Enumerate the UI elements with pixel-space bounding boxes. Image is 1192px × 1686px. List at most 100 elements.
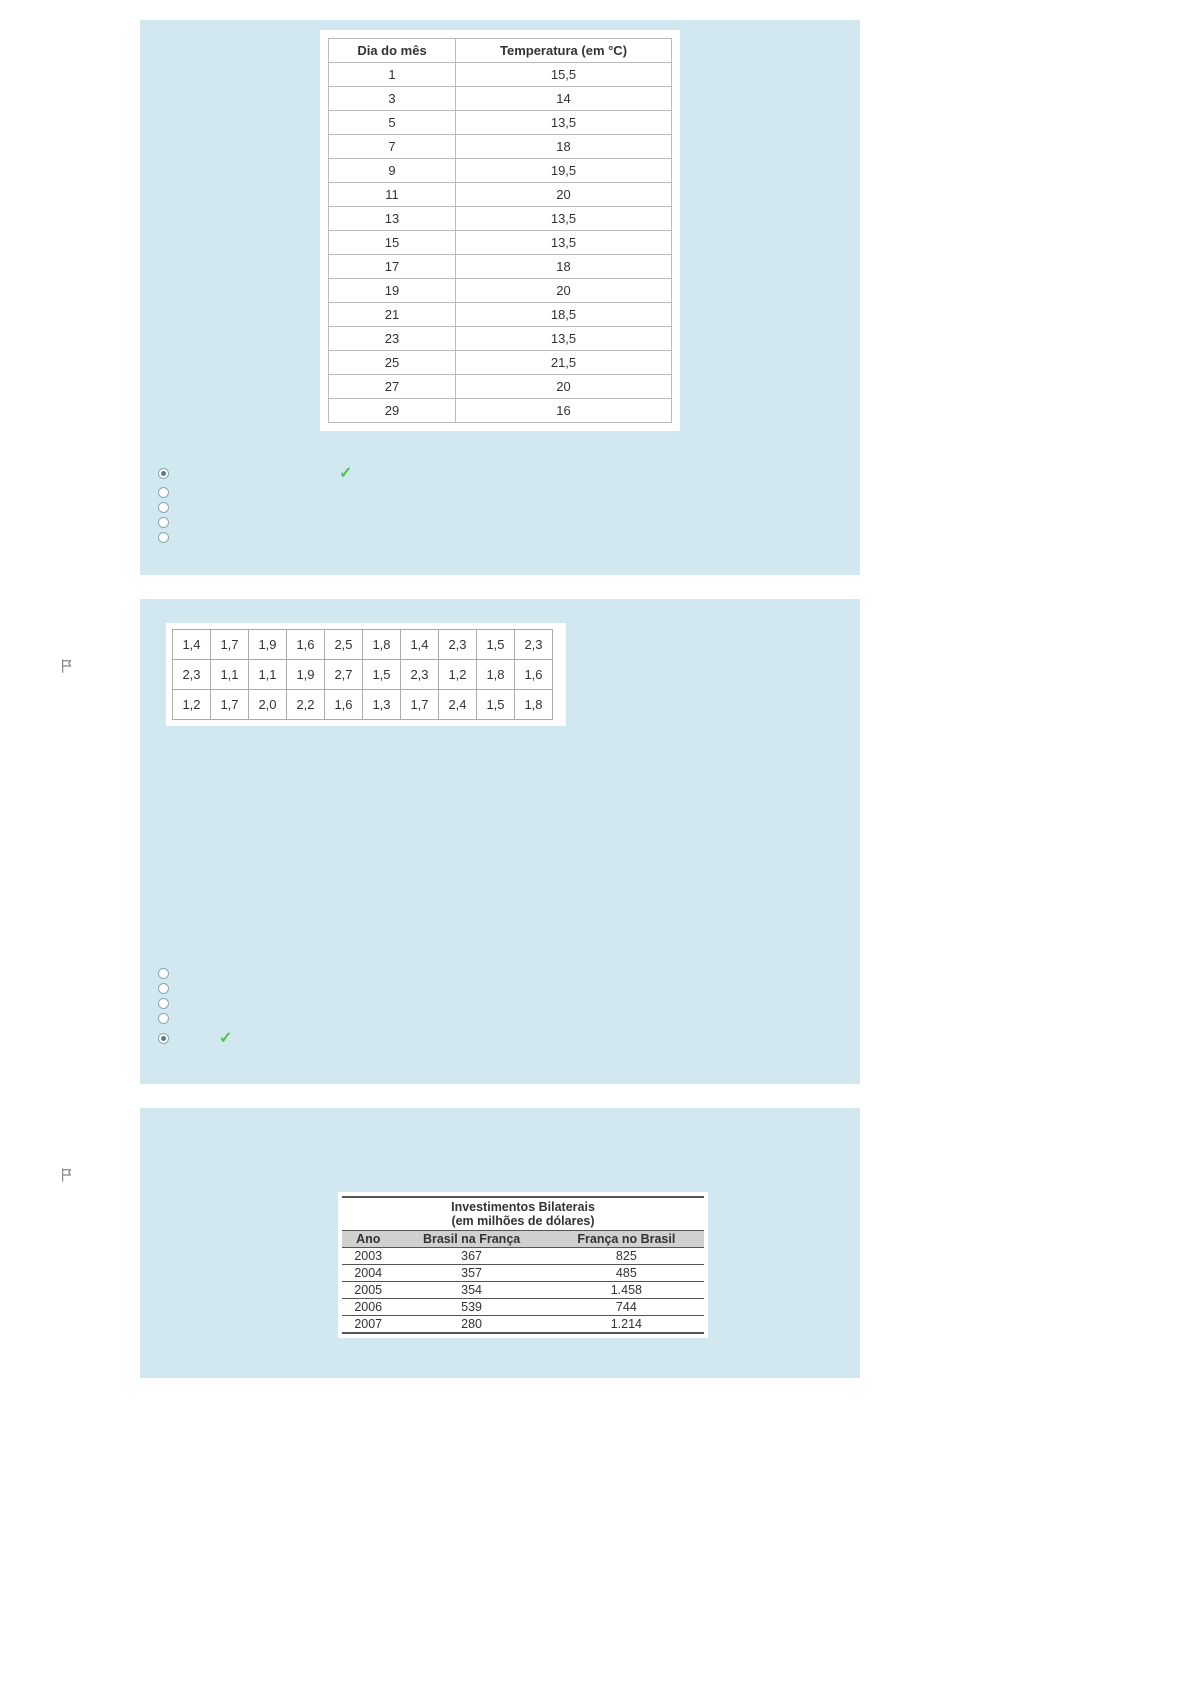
table-header: França no Brasil	[549, 1231, 704, 1248]
table-cell: 17	[329, 255, 456, 279]
table-cell: 1,8	[515, 690, 553, 720]
table-cell: 1,1	[249, 660, 287, 690]
question-3-row: Investimentos Bilaterais (em milhões de …	[0, 1108, 1192, 1418]
answer-option[interactable]	[158, 500, 842, 515]
table-row: 513,5	[329, 111, 672, 135]
table-cell: 27	[329, 375, 456, 399]
radio-icon[interactable]	[158, 1033, 169, 1044]
page: Dia do mês Temperatura (em °C) 115,53145…	[0, 20, 1192, 1418]
table-cell: 21	[329, 303, 456, 327]
question-2-row: 1,41,71,91,62,51,81,42,31,52,32,31,11,11…	[0, 599, 1192, 1084]
table-cell: 1,6	[515, 660, 553, 690]
table-row: 2003367825	[342, 1248, 704, 1265]
table-cell: 11	[329, 183, 456, 207]
table-cell: 5	[329, 111, 456, 135]
table-cell: 13,5	[456, 327, 672, 351]
table-cell: 15	[329, 231, 456, 255]
answer-option[interactable]	[158, 1011, 842, 1026]
table-cell: 1,3	[363, 690, 401, 720]
question-1-panel: Dia do mês Temperatura (em °C) 115,53145…	[140, 20, 860, 575]
temperature-table-container: Dia do mês Temperatura (em °C) 115,53145…	[320, 30, 680, 431]
table-cell: 744	[549, 1299, 704, 1316]
radio-icon[interactable]	[158, 468, 169, 479]
table-row: 20072801.214	[342, 1316, 704, 1334]
answer-option[interactable]: ✓	[158, 461, 842, 485]
radio-icon[interactable]	[158, 517, 169, 528]
radio-icon[interactable]	[158, 502, 169, 513]
table-row: 1718	[329, 255, 672, 279]
table-cell: 1,5	[477, 690, 515, 720]
table-row: 1,41,71,91,62,51,81,42,31,52,3	[173, 630, 553, 660]
table-row: 1513,5	[329, 231, 672, 255]
table-cell: 539	[394, 1299, 548, 1316]
check-icon: ✓	[339, 463, 352, 483]
table-cell: 1,5	[477, 630, 515, 660]
answer-option[interactable]	[158, 515, 842, 530]
table-row: 2916	[329, 399, 672, 423]
table-cell: 19,5	[456, 159, 672, 183]
radio-icon[interactable]	[158, 487, 169, 498]
table-title: Investimentos Bilaterais (em milhões de …	[342, 1197, 704, 1231]
table-cell: 1,7	[211, 690, 249, 720]
table-cell: 2006	[342, 1299, 394, 1316]
flag-column	[0, 599, 140, 1084]
table-cell: 25	[329, 351, 456, 375]
question-3-panel: Investimentos Bilaterais (em milhões de …	[140, 1108, 860, 1378]
table-cell: 2003	[342, 1248, 394, 1265]
table-row: 1,21,72,02,21,61,31,72,41,51,8	[173, 690, 553, 720]
table-cell: 2004	[342, 1265, 394, 1282]
table-header: Dia do mês	[329, 39, 456, 63]
table-cell: 1.458	[549, 1282, 704, 1299]
table-row: 718	[329, 135, 672, 159]
table-cell: 2,0	[249, 690, 287, 720]
table-cell: 2,4	[439, 690, 477, 720]
table-cell: 354	[394, 1282, 548, 1299]
table-row: 2720	[329, 375, 672, 399]
radio-icon[interactable]	[158, 968, 169, 979]
table-cell: 13,5	[456, 111, 672, 135]
table-cell: 367	[394, 1248, 548, 1265]
table-row: 2006539744	[342, 1299, 704, 1316]
table-row: 2118,5	[329, 303, 672, 327]
table-cell: 20	[456, 183, 672, 207]
table-cell: 1	[329, 63, 456, 87]
table-cell: 2,3	[515, 630, 553, 660]
table-cell: 1,2	[439, 660, 477, 690]
table-row: 919,5	[329, 159, 672, 183]
answer-option[interactable]	[158, 981, 842, 996]
temperature-table: Dia do mês Temperatura (em °C) 115,53145…	[328, 38, 672, 423]
investments-table: Investimentos Bilaterais (em milhões de …	[342, 1196, 704, 1334]
table-row: 20053541.458	[342, 1282, 704, 1299]
answer-option[interactable]	[158, 966, 842, 981]
radio-icon[interactable]	[158, 983, 169, 994]
table-row: 1120	[329, 183, 672, 207]
table-cell: 1.214	[549, 1316, 704, 1334]
table-cell: 1,4	[173, 630, 211, 660]
table-row: 1313,5	[329, 207, 672, 231]
table-row: 314	[329, 87, 672, 111]
table-cell: 1,6	[287, 630, 325, 660]
radio-icon[interactable]	[158, 1013, 169, 1024]
answer-option[interactable]	[158, 485, 842, 500]
flag-icon[interactable]	[60, 1168, 74, 1182]
table-cell: 3	[329, 87, 456, 111]
answer-option[interactable]: ✓	[158, 1026, 842, 1050]
check-icon: ✓	[219, 1028, 232, 1048]
table-cell: 21,5	[456, 351, 672, 375]
answer-options: ✓	[158, 966, 842, 1050]
answer-option[interactable]	[158, 996, 842, 1011]
grid-table-container: 1,41,71,91,62,51,81,42,31,52,32,31,11,11…	[166, 623, 566, 726]
investments-table-container: Investimentos Bilaterais (em milhões de …	[338, 1192, 708, 1338]
table-cell: 13,5	[456, 207, 672, 231]
table-cell: 357	[394, 1265, 548, 1282]
flag-icon[interactable]	[60, 659, 74, 673]
table-cell: 1,8	[477, 660, 515, 690]
table-cell: 1,6	[325, 690, 363, 720]
table-row: 1920	[329, 279, 672, 303]
radio-icon[interactable]	[158, 998, 169, 1009]
radio-icon[interactable]	[158, 532, 169, 543]
answer-option[interactable]	[158, 530, 842, 545]
data-grid: 1,41,71,91,62,51,81,42,31,52,32,31,11,11…	[172, 629, 553, 720]
table-cell: 2,3	[401, 660, 439, 690]
table-cell: 18,5	[456, 303, 672, 327]
